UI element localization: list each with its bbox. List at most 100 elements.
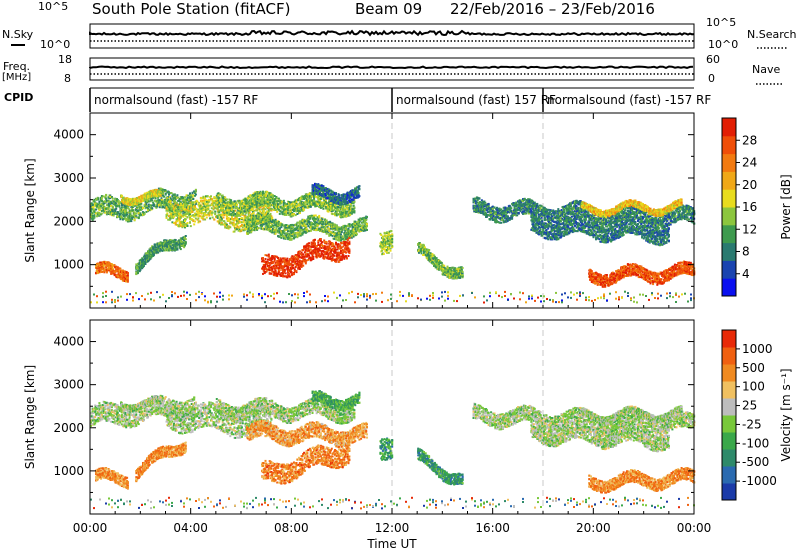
echo-cell: [125, 210, 128, 213]
echo-cell: [257, 212, 260, 215]
echo-cell: [236, 218, 239, 221]
echo-cell: [251, 210, 254, 213]
echo-cell: [211, 216, 214, 219]
echo-cell: [241, 224, 243, 226]
echo-cell: [203, 199, 206, 202]
echo-cell: [249, 221, 252, 224]
echo-cell: [156, 188, 159, 191]
echo-cell: [143, 212, 146, 215]
echo-cell: [243, 210, 246, 213]
echo-cell: [353, 210, 356, 213]
echo-cell: [189, 216, 191, 219]
echo-cell: [194, 207, 197, 210]
echo-cell: [231, 203, 234, 206]
echo-cell: [109, 195, 112, 198]
echo-cell: [262, 221, 264, 224]
echo-cell: [224, 196, 227, 199]
echo-cell: [190, 198, 193, 201]
echo-cell: [161, 201, 164, 204]
echo-cell: [194, 190, 197, 193]
echo-cell: [247, 213, 250, 215]
echo-cell: [102, 203, 105, 206]
echo-cell: [366, 225, 368, 228]
echo-cell: [185, 202, 188, 205]
echo-cell: [172, 212, 175, 214]
nave-tick-bottom: 0: [708, 72, 715, 85]
echo-cell: [171, 210, 174, 213]
echo-cell: [266, 210, 269, 213]
echo-cell: [237, 229, 240, 232]
echo-cell: [218, 201, 221, 204]
echo-cell: [140, 202, 143, 205]
echo-cell: [165, 204, 168, 206]
echo-cell: [197, 221, 200, 224]
echo-cell: [152, 190, 155, 193]
echo-cell: [123, 209, 126, 212]
echo-cell: [182, 204, 185, 207]
echo-cell: [144, 198, 147, 201]
echo-cell: [104, 196, 107, 199]
echo-cell: [365, 227, 368, 230]
echo-cell: [200, 197, 203, 200]
echo-cell: [105, 194, 108, 197]
echo-cell: [137, 202, 140, 204]
echo-cell: [168, 195, 171, 198]
echo-cell: [173, 211, 176, 214]
echo-cell: [99, 203, 102, 206]
echo-cell: [209, 204, 212, 207]
echo-cell: [173, 208, 176, 211]
echo-cell: [236, 206, 238, 209]
echo-cell: [236, 214, 239, 217]
echo-cell: [262, 198, 265, 201]
echo-cell: [192, 204, 195, 207]
echo-cell: [121, 204, 123, 207]
echo-cell: [220, 205, 223, 208]
echo-cell: [178, 198, 181, 201]
echo-cell: [201, 212, 204, 215]
echo-cell: [131, 218, 134, 220]
echo-cell: [324, 226, 327, 229]
echo-cell: [90, 205, 92, 208]
echo-cell: [269, 213, 272, 216]
echo-cell: [212, 204, 215, 207]
echo-cell: [150, 204, 153, 207]
station-title: South Pole Station (fitACF): [92, 0, 290, 18]
echo-cell: [121, 210, 123, 213]
echo-cell: [179, 225, 182, 228]
echo-cell: [253, 209, 256, 212]
echo-cell: [214, 210, 217, 213]
echo-cell: [107, 206, 110, 209]
echo-cell: [184, 196, 186, 199]
echo-cell: [124, 217, 127, 220]
echo-cell: [190, 217, 193, 220]
echo-cell: [105, 204, 108, 207]
echo-cell: [221, 207, 224, 210]
echo-cell: [213, 201, 216, 203]
echo-cell: [112, 214, 115, 217]
echo-cell: [340, 233, 342, 236]
echo-cell: [338, 195, 341, 198]
echo-cell: [191, 191, 194, 194]
echo-cell: [325, 232, 328, 235]
echo-cell: [165, 202, 168, 205]
echo-cell: [102, 209, 105, 212]
echo-cell: [220, 216, 222, 218]
echo-cell: [215, 197, 218, 200]
echo-cell: [169, 204, 172, 207]
echo-cell: [181, 221, 184, 224]
echo-cell: [118, 212, 121, 215]
echo-cell: [152, 203, 155, 206]
echo-cell: [91, 218, 94, 221]
echo-cell: [224, 226, 227, 229]
echo-cell: [90, 202, 93, 205]
echo-cell: [122, 196, 125, 199]
echo-cell: [117, 200, 120, 202]
echo-cell: [265, 213, 268, 216]
echo-cell: [116, 213, 118, 216]
echo-cell: [235, 201, 238, 204]
echo-cell: [249, 200, 252, 203]
nsky-strip-frame: [89, 23, 695, 49]
echo-cell: [90, 213, 93, 215]
echo-cell: [111, 202, 113, 205]
